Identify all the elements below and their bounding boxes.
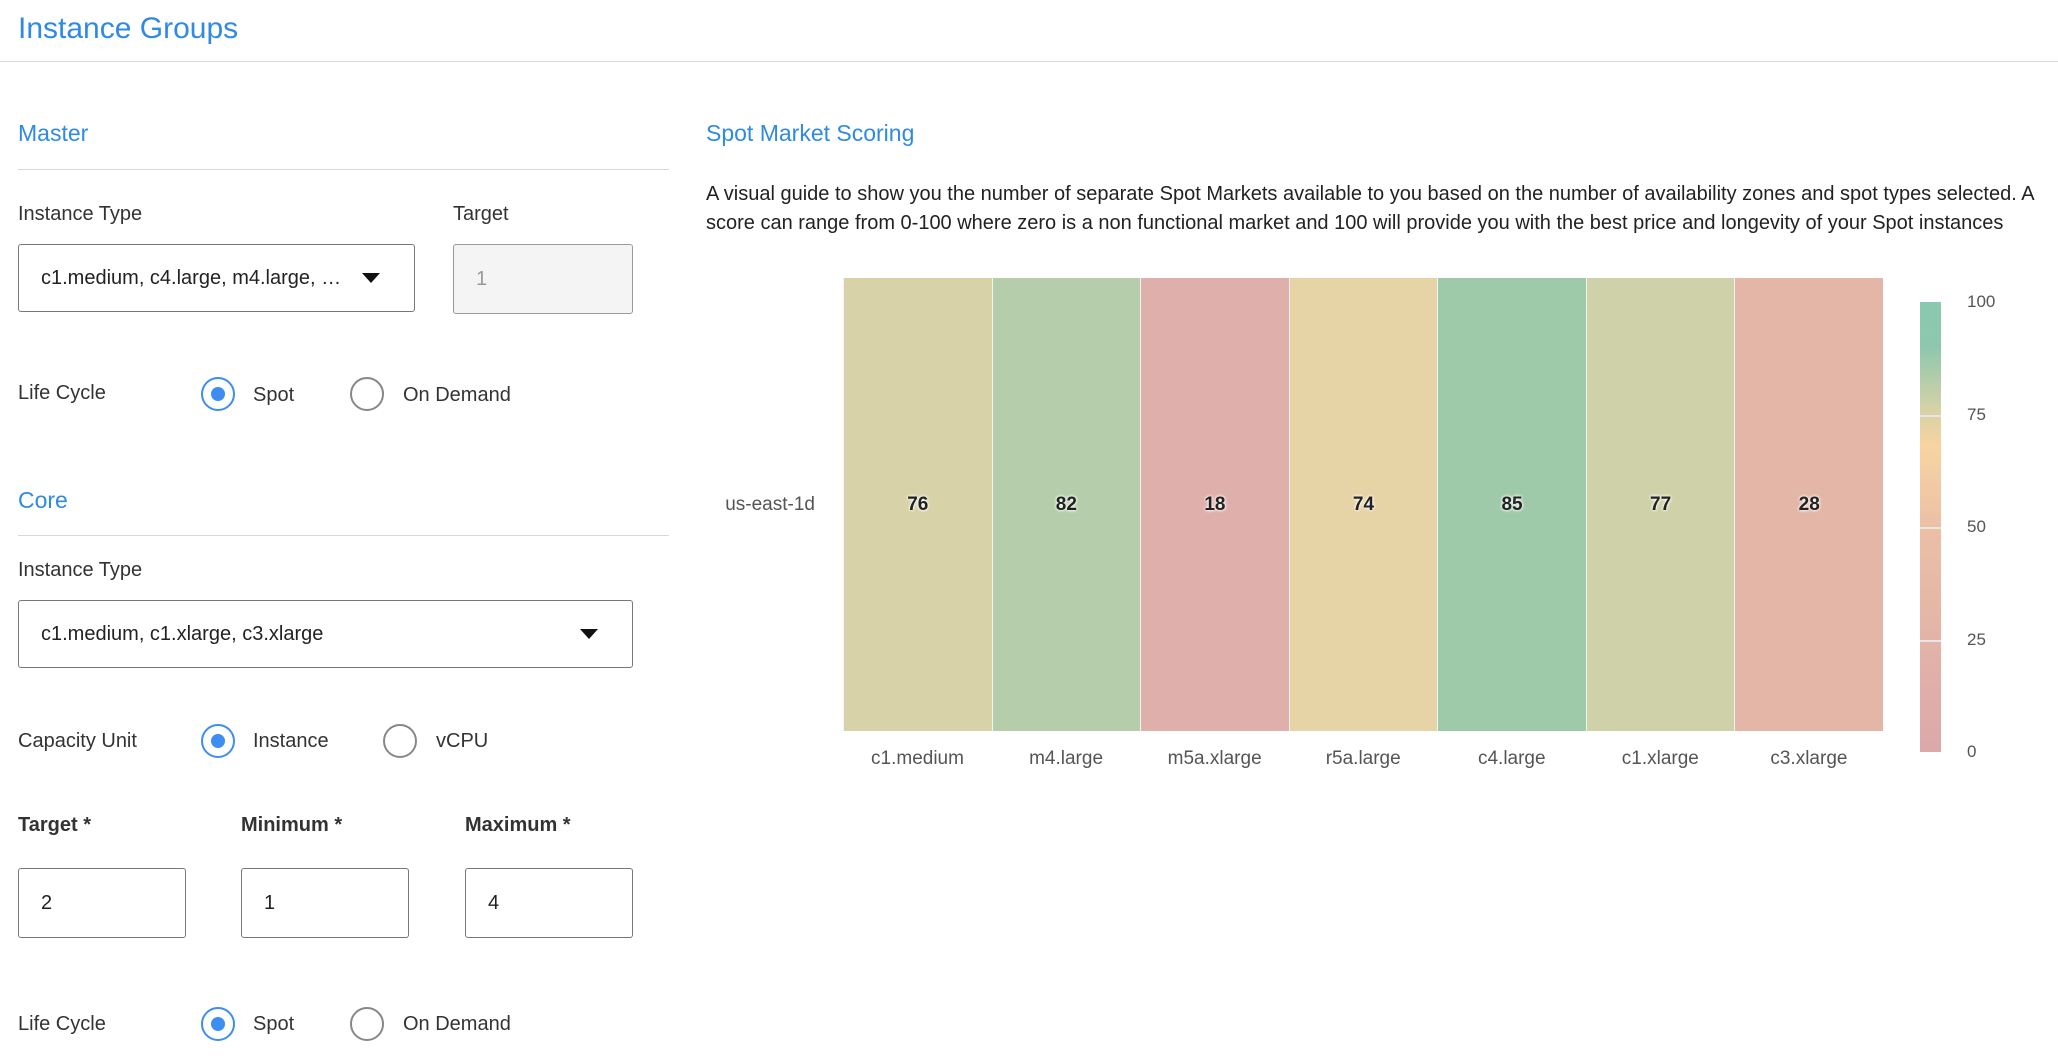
cell-value-label: 74 <box>1352 493 1375 515</box>
colorbar-tick <box>1920 527 1941 529</box>
colorbar-tick <box>1920 639 1941 642</box>
x-tick-label: c4.large <box>1477 748 1546 769</box>
radio-label: Spot <box>253 384 295 406</box>
core-spot-radio[interactable] <box>201 1007 235 1041</box>
colorbar-tick-label: 50 <box>1967 517 1986 536</box>
scoring-description: A visual guide to show you the number of… <box>706 183 2034 234</box>
scoring-heading: Spot Market Scoring <box>706 120 915 146</box>
heatmap-cell[interactable]: 76 <box>843 278 992 731</box>
core-minimum-input[interactable]: 1 <box>241 868 409 938</box>
colorbar-tick-label: 100 <box>1967 292 1996 311</box>
x-tick-label: c1.medium <box>871 748 964 769</box>
x-tick-label: m5a.xlarge <box>1167 748 1262 769</box>
master-life-cycle-label: Life Cycle <box>18 382 106 404</box>
cell-value-label: 76 <box>907 493 929 515</box>
chevron-down-icon <box>362 273 380 283</box>
master-target-input[interactable]: 1 <box>453 244 633 314</box>
divider <box>18 535 669 536</box>
core-heading: Core <box>18 487 68 513</box>
instance-radio[interactable] <box>201 724 235 758</box>
x-tick-label: c3.xlarge <box>1770 748 1848 769</box>
core-maximum-label: Maximum * <box>465 814 571 836</box>
radio-label: Instance <box>253 730 329 752</box>
heatmap-cell[interactable]: 85 <box>1437 278 1586 731</box>
page-title: Instance Groups <box>18 12 239 45</box>
master-heading: Master <box>18 120 89 146</box>
cell-value-label: 85 <box>1501 493 1523 515</box>
core-target-label: Target * <box>18 814 91 836</box>
heatmap-cell[interactable]: 82 <box>991 278 1141 731</box>
heatmap-cell[interactable]: 77 <box>1585 278 1735 731</box>
master-on-demand-radio[interactable] <box>350 377 384 411</box>
core-target-input[interactable]: 2 <box>18 868 186 938</box>
heatmap-cell[interactable]: 74 <box>1288 278 1438 731</box>
divider <box>0 61 2058 62</box>
radio-label: Spot <box>253 1013 295 1035</box>
x-tick-label: r5a.large <box>1325 748 1401 769</box>
select-value: c1.medium, c1.xlarge, c3.xlarge <box>41 622 324 645</box>
x-tick-label: m4.large <box>1029 748 1104 769</box>
vcpu-radio[interactable] <box>383 724 417 758</box>
capacity-unit-label: Capacity Unit <box>18 730 137 752</box>
x-tick-label: c1.xlarge <box>1621 748 1699 769</box>
radio-label: vCPU <box>436 730 489 752</box>
heatmap-cell[interactable]: 18 <box>1140 278 1289 731</box>
heatmap-cell[interactable]: 28 <box>1734 278 1883 731</box>
cell-value-label: 28 <box>1798 493 1820 515</box>
master-target-label: Target <box>453 203 509 225</box>
master-instance-type-select[interactable]: c1.medium, c4.large, m4.large, … <box>18 244 415 312</box>
chevron-down-icon <box>580 629 598 639</box>
colorbar-tick-label: 75 <box>1967 404 1986 424</box>
cell-value-label: 82 <box>1055 493 1077 515</box>
core-life-cycle-label: Life Cycle <box>18 1013 106 1035</box>
core-on-demand-radio[interactable] <box>350 1007 384 1041</box>
cell-value-label: 18 <box>1204 493 1226 515</box>
colorbar-tick-label: 0 <box>1967 742 1977 761</box>
y-tick-label: us-east-1d <box>725 494 815 515</box>
core-instance-type-label: Instance Type <box>18 559 143 581</box>
colorbar-tick-label: 25 <box>1967 629 1986 649</box>
cell-value-label: 77 <box>1650 493 1672 515</box>
core-instance-type-select[interactable]: c1.medium, c1.xlarge, c3.xlarge <box>18 600 633 668</box>
radio-label: On Demand <box>403 384 511 406</box>
colorbar-tick <box>1920 414 1941 417</box>
core-maximum-input[interactable]: 4 <box>465 868 633 938</box>
radio-label: On Demand <box>403 1013 511 1035</box>
divider <box>18 169 669 170</box>
master-spot-radio[interactable] <box>201 377 235 411</box>
select-value: c1.medium, c4.large, m4.large, … <box>41 266 342 289</box>
core-minimum-label: Minimum * <box>241 814 343 836</box>
master-instance-type-label: Instance Type <box>18 203 143 225</box>
